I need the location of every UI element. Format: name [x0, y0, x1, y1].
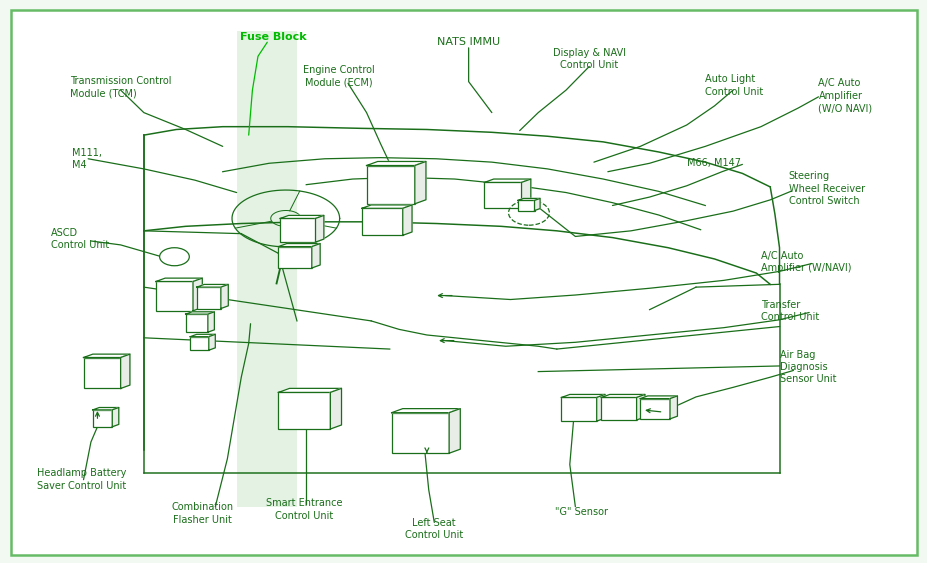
- Text: ASCD
Control Unit: ASCD Control Unit: [51, 228, 109, 251]
- Bar: [156, 282, 193, 311]
- Polygon shape: [636, 395, 644, 420]
- Polygon shape: [362, 205, 412, 208]
- Polygon shape: [366, 162, 425, 166]
- Polygon shape: [596, 395, 604, 421]
- Polygon shape: [311, 244, 320, 268]
- Polygon shape: [121, 354, 130, 388]
- Circle shape: [159, 248, 189, 266]
- Polygon shape: [414, 162, 425, 204]
- Polygon shape: [278, 244, 320, 247]
- Polygon shape: [391, 409, 460, 413]
- Bar: [83, 358, 121, 388]
- Polygon shape: [561, 395, 604, 397]
- Polygon shape: [208, 312, 214, 332]
- Text: Headlamp Battery
Saver Control Unit: Headlamp Battery Saver Control Unit: [37, 468, 126, 491]
- Polygon shape: [640, 396, 677, 399]
- Bar: [640, 399, 669, 419]
- Text: Left Seat
Control Unit: Left Seat Control Unit: [405, 518, 463, 540]
- Polygon shape: [83, 354, 130, 358]
- Text: M66, M147: M66, M147: [686, 158, 740, 168]
- Bar: [484, 182, 521, 208]
- Bar: [601, 397, 636, 420]
- Bar: [236, 31, 297, 507]
- Text: Engine Control
Module (ECM): Engine Control Module (ECM): [302, 65, 375, 87]
- Text: Auto Light
Control Unit: Auto Light Control Unit: [705, 74, 763, 97]
- Bar: [278, 392, 330, 429]
- Polygon shape: [156, 278, 202, 282]
- Bar: [561, 397, 596, 421]
- Polygon shape: [402, 205, 412, 235]
- Text: A/C Auto
Amplifier
(W/O NAVI): A/C Auto Amplifier (W/O NAVI): [818, 78, 871, 113]
- Bar: [362, 208, 402, 235]
- Polygon shape: [521, 179, 530, 208]
- Bar: [190, 337, 209, 350]
- Bar: [366, 166, 414, 204]
- Bar: [197, 287, 221, 309]
- Polygon shape: [517, 198, 540, 200]
- Bar: [278, 247, 311, 268]
- Polygon shape: [534, 198, 540, 211]
- Polygon shape: [197, 284, 228, 287]
- Text: M111,
M4: M111, M4: [72, 148, 102, 170]
- Text: Display & NAVI
Control Unit: Display & NAVI Control Unit: [552, 48, 625, 70]
- Text: "G" Sensor: "G" Sensor: [554, 507, 608, 517]
- Polygon shape: [190, 334, 215, 337]
- Polygon shape: [315, 216, 324, 242]
- Bar: [93, 410, 112, 427]
- Text: Fuse Block: Fuse Block: [240, 32, 307, 42]
- Polygon shape: [193, 278, 202, 311]
- Text: A/C Auto
Amplifier (W/NAVI): A/C Auto Amplifier (W/NAVI): [760, 251, 851, 273]
- Text: Combination
Flasher Unit: Combination Flasher Unit: [171, 502, 233, 525]
- Polygon shape: [484, 179, 530, 182]
- Bar: [280, 218, 315, 242]
- Text: Steering
Wheel Receiver
Control Switch: Steering Wheel Receiver Control Switch: [788, 171, 864, 206]
- Polygon shape: [278, 388, 341, 392]
- Polygon shape: [330, 388, 341, 429]
- Text: Transfer
Control Unit: Transfer Control Unit: [760, 300, 819, 322]
- Text: Air Bag
Diagnosis
Sensor Unit: Air Bag Diagnosis Sensor Unit: [779, 350, 835, 385]
- Polygon shape: [280, 216, 324, 218]
- Polygon shape: [601, 395, 644, 397]
- Polygon shape: [185, 312, 214, 314]
- Bar: [185, 314, 208, 332]
- Bar: [517, 200, 534, 211]
- Text: Transmission Control
Module (TCM): Transmission Control Module (TCM): [70, 76, 171, 99]
- Polygon shape: [112, 408, 119, 427]
- Polygon shape: [209, 334, 215, 350]
- FancyBboxPatch shape: [11, 10, 916, 555]
- Polygon shape: [669, 396, 677, 419]
- Text: NATS IMMU: NATS IMMU: [437, 37, 500, 47]
- Text: Smart Entrance
Control Unit: Smart Entrance Control Unit: [266, 498, 342, 521]
- Polygon shape: [221, 284, 228, 309]
- Polygon shape: [449, 409, 460, 453]
- Polygon shape: [93, 408, 119, 410]
- Bar: [391, 413, 449, 453]
